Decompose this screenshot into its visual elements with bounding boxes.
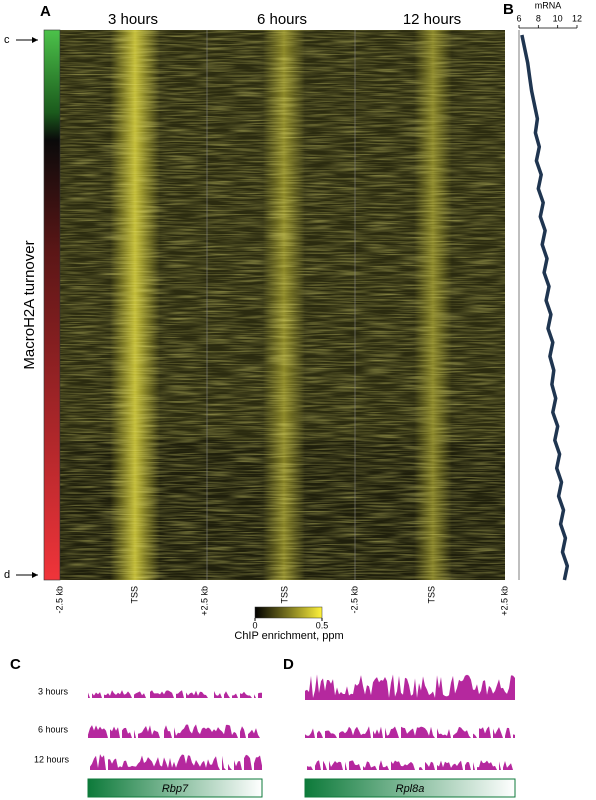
coverage-track bbox=[90, 754, 262, 770]
coverage-track bbox=[307, 760, 515, 770]
x-label: -2.5 kb bbox=[349, 586, 359, 614]
x-label: TSS bbox=[426, 586, 436, 604]
coverage-track bbox=[88, 690, 262, 698]
colorbar bbox=[254, 606, 323, 619]
heatmap-texture bbox=[60, 30, 505, 580]
panel-label: A bbox=[40, 3, 51, 20]
row-label: 6 hours bbox=[38, 724, 69, 734]
column-title: 12 hours bbox=[403, 11, 461, 28]
axis-label: mRNA bbox=[535, 0, 562, 10]
x-tick-label: 12 bbox=[572, 13, 582, 23]
arrow-head bbox=[32, 572, 38, 578]
mrna-line bbox=[520, 34, 570, 581]
gene-name: Rpl8a bbox=[396, 783, 425, 795]
coverage-track bbox=[305, 726, 515, 738]
coverage-track bbox=[305, 674, 515, 700]
colorbar-label: ChIP enrichment, ppm bbox=[234, 630, 343, 642]
coverage-track bbox=[88, 724, 262, 738]
x-tick-label: 6 bbox=[516, 13, 521, 23]
x-tick-label: 10 bbox=[553, 13, 563, 23]
x-tick-label: 8 bbox=[536, 13, 541, 23]
panel-label: C bbox=[10, 656, 21, 673]
marker: c bbox=[4, 34, 10, 46]
turnover-bar bbox=[43, 29, 61, 581]
gene-box bbox=[87, 778, 263, 798]
column-title: 3 hours bbox=[108, 11, 158, 28]
colorbar-tick-label: 0 bbox=[252, 620, 257, 630]
colorbar-tick-label: 0.5 bbox=[316, 620, 329, 630]
side-label: MacroH2A turnover bbox=[21, 240, 38, 369]
row-label: 3 hours bbox=[38, 686, 69, 696]
column-title: 6 hours bbox=[257, 11, 307, 28]
x-label: TSS bbox=[129, 586, 139, 604]
x-label: +2.5 kb bbox=[499, 586, 509, 616]
panel-label: D bbox=[283, 656, 294, 673]
x-label: TSS bbox=[279, 586, 289, 604]
gene-box bbox=[304, 778, 516, 798]
row-label: 12 hours bbox=[34, 754, 70, 764]
panel-label: B bbox=[503, 1, 514, 18]
x-label: +2.5 kb bbox=[199, 586, 209, 616]
x-label: -2.5 kb bbox=[54, 586, 64, 614]
marker: d bbox=[4, 569, 10, 581]
arrow-head bbox=[32, 37, 38, 43]
gene-name: Rbp7 bbox=[162, 783, 189, 795]
